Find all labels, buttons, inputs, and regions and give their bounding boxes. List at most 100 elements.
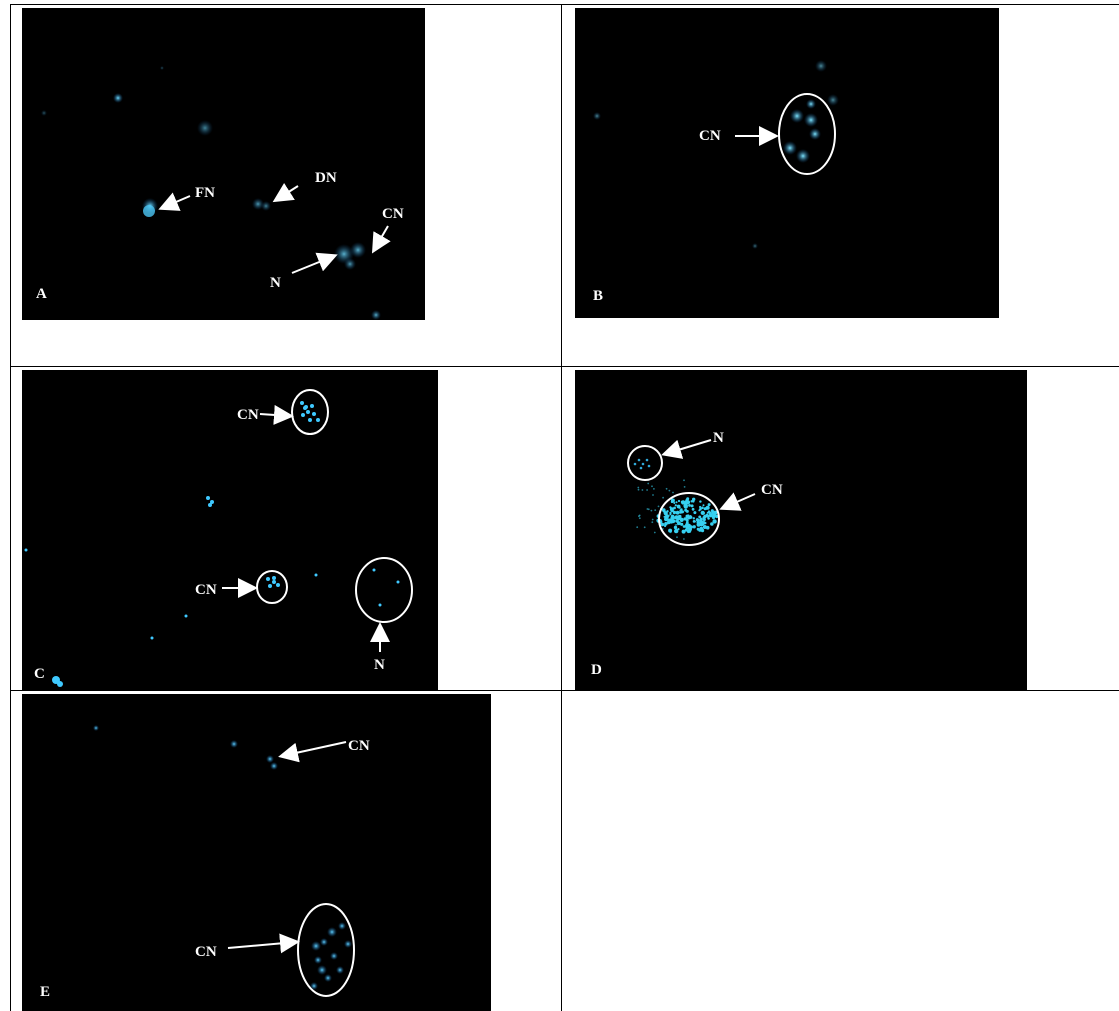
nucleus-dot (707, 517, 710, 520)
table-border-top (10, 4, 1119, 5)
nucleus-dot (693, 511, 697, 515)
nucleus-dot (651, 518, 654, 521)
nucleus-dot (654, 509, 657, 511)
nucleus (93, 725, 99, 731)
nucleus-dot (673, 516, 678, 520)
nucleus-dot (665, 487, 668, 490)
nucleus-dot (699, 500, 702, 503)
nucleus (350, 242, 366, 258)
nucleus-dot (709, 515, 712, 518)
nucleus-dot (662, 524, 665, 526)
nucleus-dot (685, 509, 689, 513)
nucleus-dot (673, 506, 676, 510)
nucleus-dot (651, 521, 654, 524)
annotation-label: N (270, 275, 281, 291)
nucleus-dot (663, 511, 668, 516)
nucleus-dot (674, 528, 679, 534)
micrograph-b-image: CN (593, 60, 839, 249)
nucleus-dot (677, 499, 681, 503)
nucleus (113, 93, 123, 103)
highlight-circle (778, 93, 836, 175)
nucleus (230, 740, 238, 748)
nucleus-dot (711, 523, 714, 526)
nucleus-dot (670, 516, 675, 520)
nucleus-dot (699, 507, 702, 511)
nucleus-dot (675, 510, 680, 515)
panel-letter: E (40, 984, 51, 1000)
nucleus (160, 66, 164, 70)
nucleus-dot (686, 514, 690, 518)
annotation-label: CN (195, 944, 217, 960)
panel-letter: D (591, 662, 602, 678)
nucleus-dot (643, 526, 646, 529)
micrograph-panel-c: CN CN N C (22, 370, 438, 690)
nucleus (41, 110, 47, 116)
table-divider-row1 (10, 366, 1119, 367)
nucleus-dot (669, 506, 672, 509)
nucleus-dot (662, 508, 666, 512)
nucleus-dot (646, 489, 648, 491)
nucleus-dot (672, 510, 677, 515)
nucleus-dot (692, 525, 696, 529)
nucleus-dot (664, 522, 668, 526)
nucleus-dot (668, 489, 671, 492)
panel-letter: C (34, 666, 45, 682)
nucleus-dot (677, 521, 681, 526)
arrow (278, 741, 347, 763)
panel-letter: B (593, 288, 604, 304)
highlight-circle (355, 557, 413, 623)
nucleus-dot (690, 500, 693, 503)
nucleus-dot (690, 504, 694, 508)
nucleus-dot (670, 498, 675, 503)
nucleus (827, 94, 839, 106)
nucleus-dot (668, 514, 671, 517)
nucleus-dot (680, 508, 683, 511)
nucleus (796, 149, 810, 163)
nucleus-dot (712, 519, 717, 524)
annotation-label: FN (195, 185, 215, 201)
nucleus-dot (665, 514, 669, 518)
nucleus-dot (707, 503, 711, 507)
nucleus-dot (657, 505, 660, 508)
cell-cluster (633, 458, 651, 470)
micrograph-a-image: FN DN CN N (41, 66, 404, 320)
nucleus-dot (699, 505, 702, 509)
nucleus-dot (700, 510, 705, 515)
nucleus-dot (646, 508, 649, 510)
nucleus-dot (686, 500, 691, 505)
nucleus-dot (692, 520, 696, 523)
nucleus (593, 112, 601, 120)
nucleus-dot (713, 511, 717, 514)
annotation-label: N (713, 430, 724, 446)
annotation-label: CN (761, 482, 783, 498)
nucleus-dot (673, 502, 676, 504)
nucleus-dot (689, 515, 692, 517)
nucleus-dot (662, 496, 664, 499)
cell-cluster (24, 401, 400, 687)
nucleus (806, 99, 816, 109)
nucleus-dot (702, 504, 705, 507)
nucleus-dot (703, 514, 707, 519)
cell-cluster (636, 479, 719, 540)
nucleus-dot (691, 507, 695, 511)
micrograph-d-image: N CN (627, 430, 783, 546)
nucleus (804, 113, 818, 127)
highlight-circle (658, 492, 720, 546)
nucleus-dot (698, 515, 702, 519)
nucleus-dot (681, 529, 686, 534)
nucleus-dot (675, 501, 678, 504)
nucleus-dot (701, 506, 704, 510)
nucleus-dot (652, 494, 654, 496)
annotation-label: CN (348, 738, 370, 754)
nucleus-dot (669, 513, 672, 516)
annotation-label: N (374, 657, 385, 673)
nucleus-dot (651, 485, 653, 488)
nucleus-dot (688, 504, 691, 507)
table-divider-vertical (561, 4, 562, 1011)
micrograph-panel-d: N CN D (575, 370, 1027, 690)
nucleus-dot (650, 509, 653, 512)
nucleus-dot (676, 536, 678, 539)
nucleus-dot (679, 522, 682, 525)
nucleus-dot (647, 508, 650, 511)
nucleus-dot (702, 517, 706, 522)
